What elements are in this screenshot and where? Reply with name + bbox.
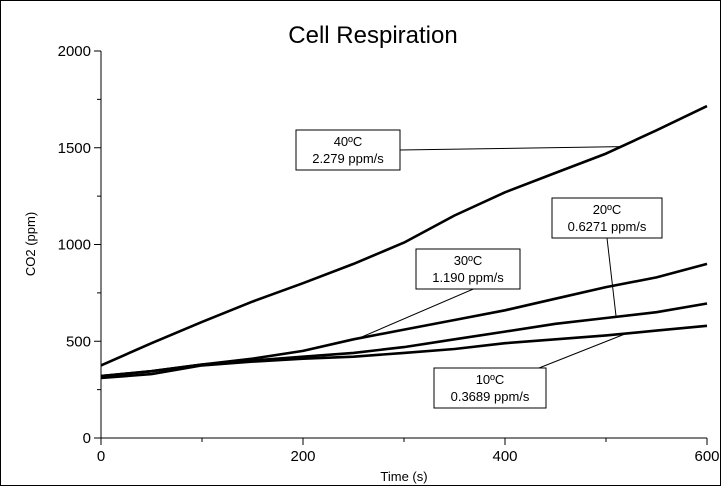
annotation-40C: 40ºC 2.279 ppm/s <box>295 129 622 171</box>
annotation-box <box>295 129 401 171</box>
chart-title: Cell Respiration <box>288 22 457 49</box>
annotation-rate: 0.6271 ppm/s <box>568 219 647 234</box>
annotation-label: 40ºC <box>334 134 363 149</box>
annotation-box <box>433 367 547 409</box>
x-tick-label: 600 <box>694 448 719 465</box>
y-tick-label: 500 <box>66 333 91 350</box>
annotations: 40ºC 2.279 ppm/s 30ºC 1.190 ppm/s 20ºC 0.6271… <box>295 129 663 409</box>
x-tick-label: 400 <box>492 448 517 465</box>
y-axis-title: CO2 (ppm) <box>23 212 38 276</box>
series-line-10C <box>100 324 708 380</box>
series-lines <box>100 104 708 380</box>
annotation-rate: 2.279 ppm/s <box>312 151 384 166</box>
y-tick-label: 1000 <box>58 237 91 254</box>
annotation-leader-line <box>399 146 622 151</box>
x-axis-title: Time (s) <box>380 469 427 484</box>
annotation-rate: 1.190 ppm/s <box>432 270 504 285</box>
x-tick-label: 0 <box>97 448 105 465</box>
annotation-label: 20ºC <box>593 202 622 217</box>
axes: 0 500 1000 1500 2000 0 200 400 600 <box>58 43 720 465</box>
series-line-30C <box>100 262 708 378</box>
annotation-20C: 20ºC 0.6271 ppm/s <box>551 197 663 317</box>
annotation-leader-line <box>538 333 627 369</box>
y-tick-label: 0 <box>83 430 91 447</box>
annotation-leader-line <box>606 237 617 317</box>
annotation-label: 10ºC <box>476 372 505 387</box>
annotation-box <box>415 248 521 290</box>
y-tick-label: 1500 <box>58 140 91 157</box>
annotation-30C: 30ºC 1.190 ppm/s <box>358 248 521 339</box>
annotation-rate: 0.3689 ppm/s <box>451 389 530 404</box>
x-tick-label: 200 <box>290 448 315 465</box>
annotation-label: 30ºC <box>454 253 483 268</box>
series-line-40C <box>100 104 708 367</box>
annotation-10C: 10ºC 0.3689 ppm/s <box>433 333 627 409</box>
annotation-box <box>551 197 663 239</box>
y-tick-label: 2000 <box>58 43 91 60</box>
